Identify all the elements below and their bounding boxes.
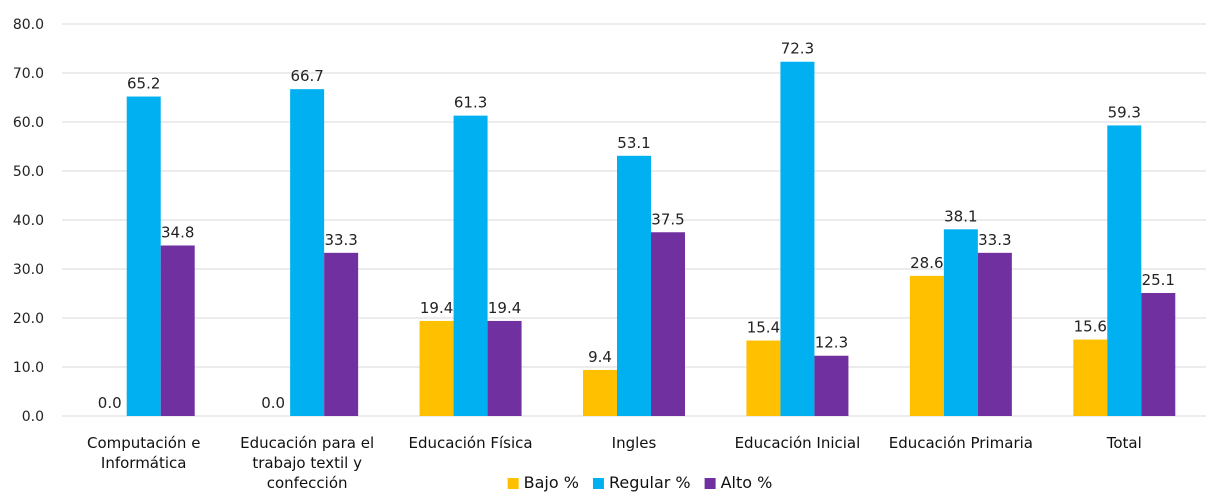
x-category-label: Computación e Informática <box>87 434 200 472</box>
bar-regular <box>1107 125 1142 417</box>
bar-alto <box>487 320 522 416</box>
data-labels: 0.0 65.2 34.8 0.0 66.7 33.3 19.4 61.3 19.4 9.4 53.… <box>98 40 1175 412</box>
data-label: 34.8 <box>161 223 194 241</box>
legend-swatch <box>507 478 519 489</box>
data-label: 25.1 <box>1142 271 1175 289</box>
y-tick-label: 10.0 <box>13 360 44 376</box>
y-tick-label: 70.0 <box>13 66 44 82</box>
legend-label: Alto % <box>721 473 773 492</box>
bar-alto <box>814 355 849 416</box>
data-label: 28.6 <box>910 254 943 272</box>
y-tick-label: 20.0 <box>13 311 44 327</box>
legend-label: Regular % <box>609 473 691 492</box>
y-tick-label: 60.0 <box>13 115 44 131</box>
bar-regular <box>617 155 651 416</box>
data-label: 19.4 <box>488 299 521 317</box>
x-axis-categories: Computación e Informática Educación para e… <box>87 434 1142 492</box>
bar-regular <box>290 89 325 417</box>
x-category-label: Educación para el trabajo textil y confecc… <box>240 434 374 492</box>
bar-bajo <box>909 275 944 416</box>
data-label: 12.3 <box>815 334 848 352</box>
data-label: 53.1 <box>617 134 650 152</box>
y-tick-label: 80.0 <box>13 17 44 33</box>
bar-bajo <box>746 340 781 416</box>
legend-swatch <box>704 478 716 489</box>
data-label: 38.1 <box>944 207 977 225</box>
bar-bajo <box>419 320 454 416</box>
data-label: 66.7 <box>290 67 323 85</box>
y-tick-label: 0.0 <box>22 409 44 425</box>
legend-swatch <box>592 478 604 489</box>
bar-bajo <box>1073 339 1108 416</box>
data-label: 33.3 <box>978 231 1011 249</box>
bar-alto <box>651 232 685 416</box>
data-label: 65.2 <box>127 75 160 93</box>
bar-regular <box>126 96 161 417</box>
bar-regular <box>453 115 488 416</box>
x-category-label: Educación Física <box>409 434 533 452</box>
x-category-label: Ingles <box>612 434 657 452</box>
x-category-label: Educación Primaria <box>889 434 1033 452</box>
data-label: 19.4 <box>420 299 453 317</box>
bar-alto <box>977 252 1012 416</box>
bar-regular <box>943 229 978 416</box>
x-category-label: Total <box>1106 434 1142 452</box>
data-label: 0.0 <box>261 394 285 412</box>
bar-regular <box>780 61 815 416</box>
y-tick-label: 50.0 <box>13 164 44 180</box>
data-label: 72.3 <box>781 40 814 58</box>
bar-bajo <box>583 369 617 416</box>
legend-label: Bajo % <box>524 473 579 492</box>
data-label: 61.3 <box>454 94 487 112</box>
y-axis-ticks: 0.0 10.0 20.0 30.0 40.0 50.0 60.0 70.0 80.0 <box>13 17 44 425</box>
bar-alto <box>1141 293 1176 416</box>
y-tick-label: 40.0 <box>13 213 44 229</box>
bar-alto <box>160 245 195 416</box>
data-label: 15.4 <box>747 319 780 337</box>
y-tick-label: 30.0 <box>13 262 44 278</box>
bars <box>126 61 1176 417</box>
data-label: 33.3 <box>324 231 357 249</box>
bar-alto <box>324 252 359 416</box>
data-label: 9.4 <box>588 348 612 366</box>
data-label: 59.3 <box>1108 103 1141 121</box>
data-label: 0.0 <box>98 394 122 412</box>
data-label: 37.5 <box>651 210 684 228</box>
legend: Bajo % Regular % Alto % <box>507 473 773 492</box>
data-label: 15.6 <box>1074 318 1107 336</box>
x-category-label: Educación Inicial <box>735 434 861 452</box>
